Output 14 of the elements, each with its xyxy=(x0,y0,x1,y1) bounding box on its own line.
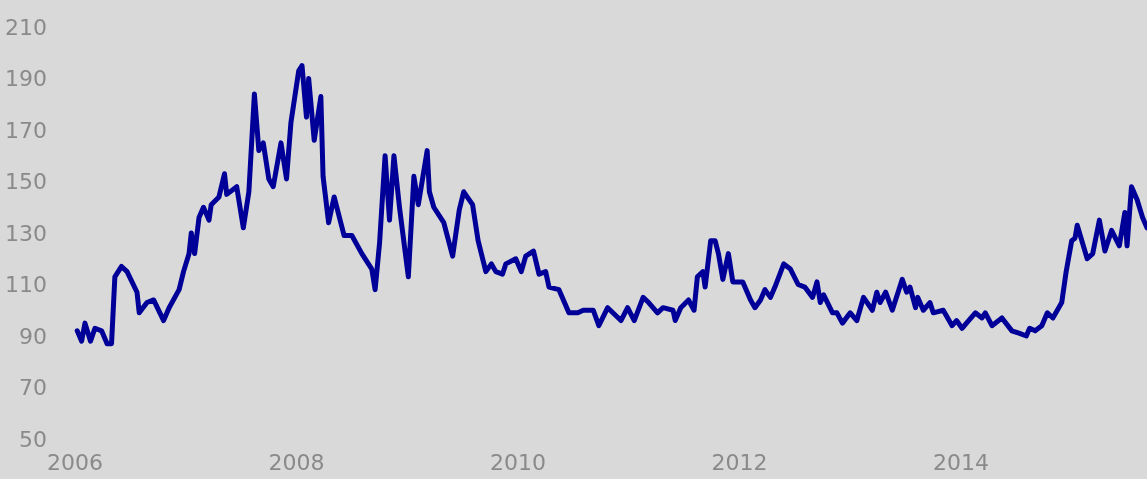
y-tick-label: 170 xyxy=(5,117,47,143)
x-tick-label: 2012 xyxy=(711,449,768,475)
y-tick-label: 110 xyxy=(5,272,47,297)
y-tick-label: 90 xyxy=(19,323,47,349)
y-tick-label: 190 xyxy=(5,66,47,91)
y-tick-label: 50 xyxy=(19,426,47,452)
y-tick-label: 70 xyxy=(19,375,47,400)
x-tick-label: 2014 xyxy=(932,449,989,475)
y-tick-label: 210 xyxy=(5,14,47,40)
x-tick-label: 2006 xyxy=(47,449,103,475)
y-tick-label: 130 xyxy=(5,220,47,246)
x-tick-label: 2010 xyxy=(489,449,546,475)
y-tick-label: 150 xyxy=(5,169,47,194)
x-tick-label: 2008 xyxy=(268,449,325,475)
